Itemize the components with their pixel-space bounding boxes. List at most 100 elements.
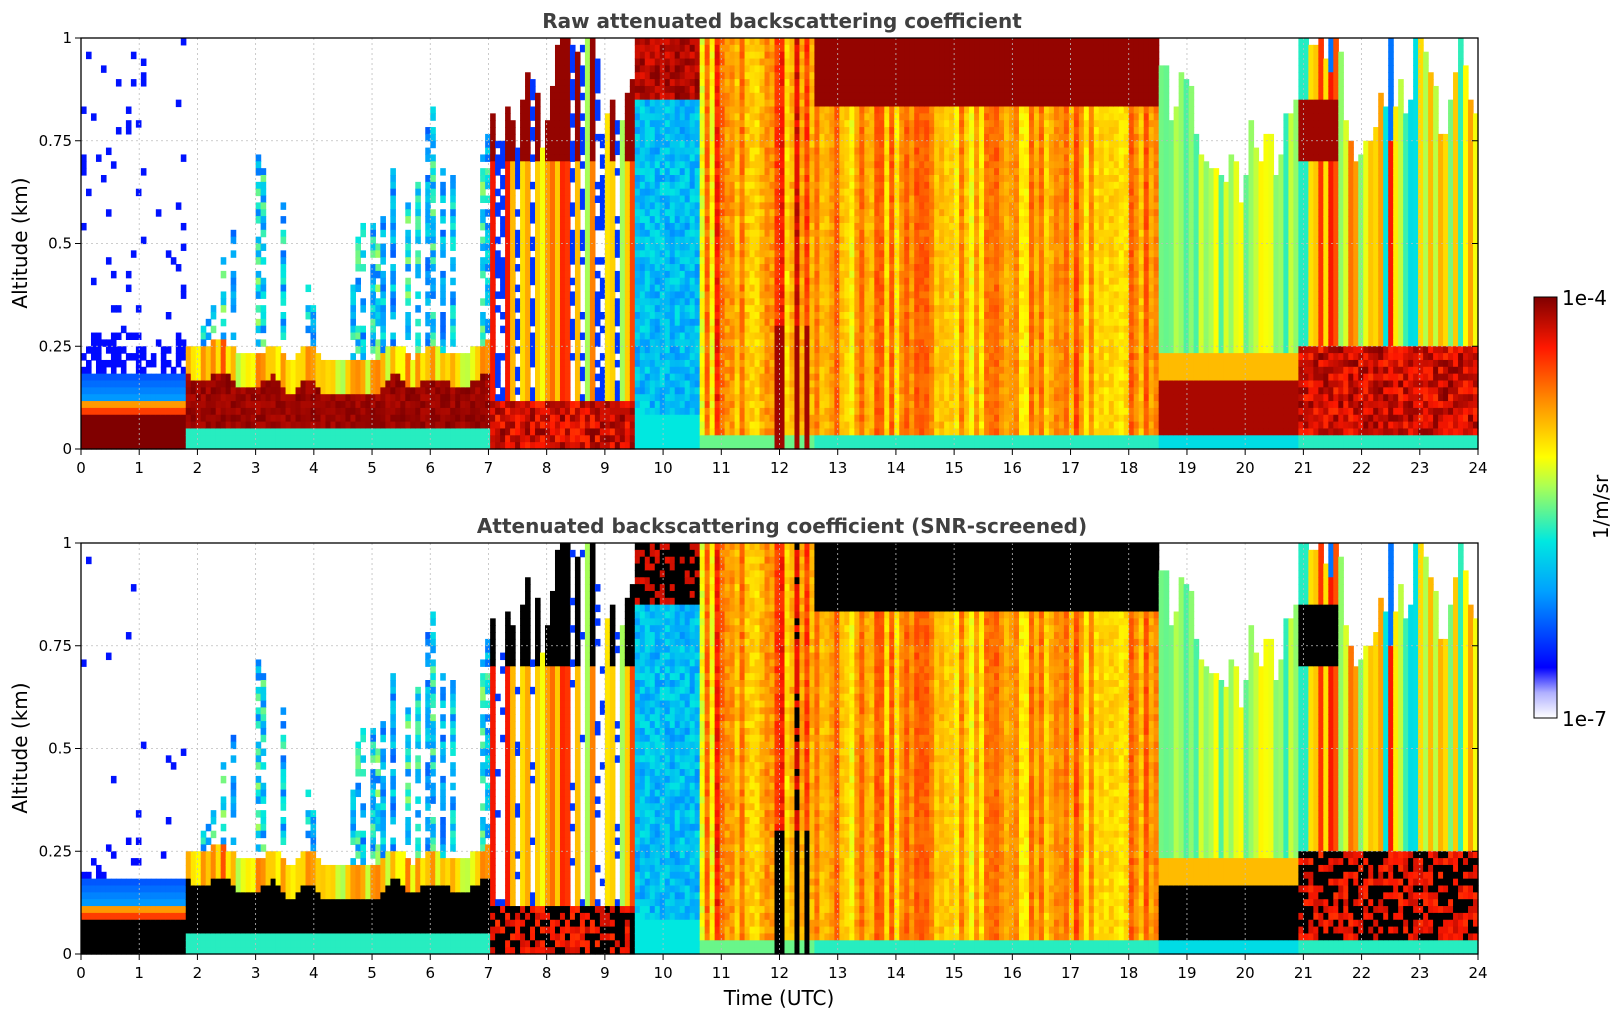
- heatmap-cell: [96, 435, 102, 442]
- heatmap-cell: [360, 360, 366, 367]
- heatmap-cell: [435, 353, 441, 360]
- heatmap-cell: [465, 422, 471, 429]
- heatmap-cell: [311, 381, 317, 388]
- heatmap-cell: [360, 422, 366, 429]
- heatmap-cell: [131, 408, 137, 415]
- heatmap-cell: [355, 244, 361, 251]
- heatmap-cell: [126, 401, 132, 408]
- heatmap-cell: [96, 408, 102, 415]
- heatmap-cell: [116, 381, 122, 388]
- heatmap-cell: [450, 401, 456, 408]
- heatmap-cell: [306, 415, 312, 422]
- heatmap-cell: [395, 387, 401, 394]
- heatmap-cell: [380, 367, 386, 374]
- heatmap-cell: [420, 360, 426, 367]
- heatmap-cell: [226, 435, 232, 442]
- heatmap-cell: [370, 401, 376, 408]
- heatmap-cell: [430, 381, 436, 388]
- heatmap-cell: [415, 250, 421, 257]
- heatmap-cell: [380, 278, 386, 285]
- heatmap-cell: [380, 333, 386, 340]
- heatmap-cell: [430, 154, 436, 161]
- heatmap-cell: [116, 387, 122, 394]
- heatmap-cell: [96, 401, 102, 408]
- heatmap-cell: [375, 298, 381, 305]
- heatmap-cell: [490, 264, 496, 271]
- heatmap-cell: [141, 428, 147, 435]
- heatmap-cell: [241, 408, 247, 415]
- heatmap-cell: [201, 360, 207, 367]
- heatmap-cell: [385, 381, 391, 388]
- heatmap-cell: [350, 333, 356, 340]
- heatmap-cell: [106, 428, 112, 435]
- heatmap-cell: [480, 387, 486, 394]
- heatmap-cell: [370, 435, 376, 442]
- heatmap-cell: [116, 428, 122, 435]
- heatmap-cell: [320, 367, 326, 374]
- heatmap-cell: [415, 264, 421, 271]
- heatmap-cell: [390, 353, 396, 360]
- heatmap-cell: [450, 353, 456, 360]
- heatmap-cell: [141, 401, 147, 408]
- heatmap-cell: [405, 257, 411, 264]
- heatmap-cell: [415, 415, 421, 422]
- heatmap-cell: [485, 435, 491, 442]
- heatmap-cell: [485, 237, 491, 244]
- heatmap-cell: [176, 353, 182, 360]
- heatmap-cell: [430, 326, 436, 333]
- heatmap-cell: [355, 374, 361, 381]
- heatmap-cell: [291, 422, 297, 429]
- heatmap-cell: [131, 428, 137, 435]
- heatmap-cell: [156, 374, 162, 381]
- heatmap-cell: [390, 230, 396, 237]
- heatmap-cell: [161, 367, 167, 374]
- heatmap-cell: [291, 415, 297, 422]
- heatmap-cell: [216, 422, 222, 429]
- heatmap-cell: [276, 360, 282, 367]
- heatmap-cell: [455, 408, 461, 415]
- heatmap-cell: [440, 360, 446, 367]
- heatmap-cell: [186, 367, 192, 374]
- heatmap-cell: [191, 428, 197, 435]
- heatmap-cell: [206, 387, 212, 394]
- heatmap-cell: [111, 271, 117, 278]
- heatmap-cell: [450, 305, 456, 312]
- heatmap-cell: [86, 435, 92, 442]
- heatmap-cell: [390, 264, 396, 271]
- heatmap-cell: [226, 346, 232, 353]
- heatmap-cell: [490, 333, 496, 340]
- heatmap-cell: [355, 346, 361, 353]
- heatmap-cell: [201, 374, 207, 381]
- heatmap-cell: [301, 394, 307, 401]
- heatmap-cell: [81, 168, 87, 175]
- heatmap-cell: [430, 374, 436, 381]
- heatmap-cell: [380, 346, 386, 353]
- heatmap-cell: [116, 435, 122, 442]
- heatmap-cell: [91, 422, 97, 429]
- heatmap-cell: [355, 408, 361, 415]
- heatmap-cell: [281, 415, 287, 422]
- heatmap-cell: [455, 422, 461, 429]
- heatmap-cell: [231, 250, 237, 257]
- heatmap-cell: [330, 422, 336, 429]
- heatmap-cell: [415, 387, 421, 394]
- heatmap-cell: [176, 374, 182, 381]
- heatmap-cell: [296, 367, 302, 374]
- heatmap-cell: [370, 408, 376, 415]
- heatmap-cell: [96, 422, 102, 429]
- heatmap-cell: [166, 381, 172, 388]
- heatmap-cell: [156, 381, 162, 388]
- heatmap-cell: [106, 209, 112, 216]
- heatmap-cell: [380, 401, 386, 408]
- heatmap-cell: [350, 401, 356, 408]
- heatmap-cell: [221, 367, 227, 374]
- heatmap-cell: [221, 374, 227, 381]
- heatmap-cell: [410, 401, 416, 408]
- heatmap-cell: [196, 428, 202, 435]
- heatmap-cell: [415, 435, 421, 442]
- heatmap-cell: [450, 333, 456, 340]
- heatmap-cell: [450, 175, 456, 182]
- heatmap-cell: [116, 360, 122, 367]
- heatmap-cell: [460, 381, 466, 388]
- heatmap-cell: [146, 360, 152, 367]
